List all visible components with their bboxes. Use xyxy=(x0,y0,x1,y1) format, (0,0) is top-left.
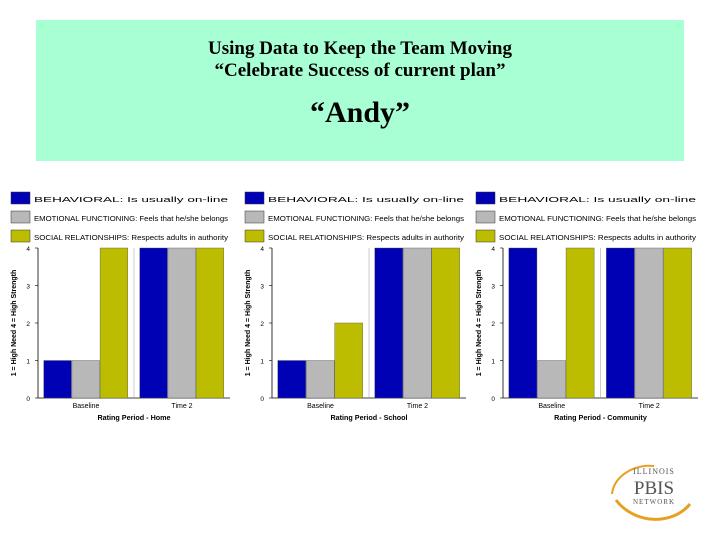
legend-swatch xyxy=(244,229,265,243)
bar xyxy=(306,360,335,399)
bar xyxy=(565,247,595,399)
bar xyxy=(508,247,538,399)
y-tick-label: 1 xyxy=(26,359,30,366)
chart-home: BEHAVIORAL: Is usually on-line EMOTIONAL … xyxy=(8,186,232,426)
bar xyxy=(139,247,168,399)
legend-label: SOCIAL RELATIONSHIPS: Respects adults in… xyxy=(268,233,464,242)
slide-title: Using Data to Keep the Team Moving xyxy=(208,38,512,59)
y-tick-label: 3 xyxy=(491,284,495,291)
y-tick-label: 4 xyxy=(491,246,495,253)
slide-title-box: Using Data to Keep the Team Moving “Cele… xyxy=(36,20,684,161)
bar xyxy=(71,360,100,399)
y-tick-label: 3 xyxy=(260,284,264,291)
y-tick-label: 1 xyxy=(491,359,495,366)
legend-swatch xyxy=(10,191,31,205)
legend-label: SOCIAL RELATIONSHIPS: Respects adults in… xyxy=(499,233,696,242)
y-tick-label: 0 xyxy=(26,396,30,403)
legend-swatch xyxy=(10,229,31,243)
legend-label: EMOTIONAL FUNCTIONING: Feels that he/she… xyxy=(34,214,228,223)
x-axis-label: Rating Period - Home xyxy=(97,413,170,422)
y-axis-label: 1 = High Need 4 = High Strength xyxy=(245,270,252,377)
logo-text-network: NETWORK xyxy=(633,498,675,506)
y-tick-label: 2 xyxy=(491,321,495,328)
legend-swatch xyxy=(244,210,265,224)
bar xyxy=(334,322,363,399)
legend-label: BEHAVIORAL: Is usually on-line xyxy=(34,195,228,204)
legend-label: BEHAVIORAL: Is usually on-line xyxy=(268,195,464,204)
legend-label: EMOTIONAL FUNCTIONING: Feels that he/she… xyxy=(499,214,696,223)
bar xyxy=(374,247,403,399)
y-tick-label: 2 xyxy=(260,321,264,328)
legend-swatch xyxy=(244,191,265,205)
x-axis-label: Rating Period - Community xyxy=(554,413,647,422)
pbis-logo-graphic: ILLINOIS PBIS NETWORK xyxy=(611,464,692,521)
bar xyxy=(606,247,635,399)
bar xyxy=(431,247,460,399)
bar xyxy=(167,247,196,399)
chart-svg: BEHAVIORAL: Is usually on-line EMOTIONAL … xyxy=(8,186,232,426)
chart-community: BEHAVIORAL: Is usually on-line EMOTIONAL … xyxy=(473,186,700,426)
x-tick-label: Baseline xyxy=(73,403,100,410)
legend-label: BEHAVIORAL: Is usually on-line xyxy=(499,195,696,204)
bar xyxy=(99,247,128,399)
legend-label: SOCIAL RELATIONSHIPS: Respects adults in… xyxy=(34,233,228,242)
legend-swatch xyxy=(475,210,496,224)
legend-label: EMOTIONAL FUNCTIONING: Feels that he/she… xyxy=(268,214,464,223)
y-tick-label: 4 xyxy=(260,246,264,253)
legend-swatch xyxy=(475,229,496,243)
chart-school: BEHAVIORAL: Is usually on-line EMOTIONAL … xyxy=(242,186,468,426)
bar xyxy=(634,247,664,399)
x-tick-label: Time 2 xyxy=(639,403,660,410)
chart-svg: BEHAVIORAL: Is usually on-line EMOTIONAL … xyxy=(473,186,700,426)
y-tick-label: 0 xyxy=(491,396,495,403)
x-tick-label: Time 2 xyxy=(171,403,192,410)
x-tick-label: Time 2 xyxy=(407,403,428,410)
logo-text-pbis: PBIS xyxy=(634,478,674,499)
x-axis-label: Rating Period - School xyxy=(330,413,407,422)
y-tick-label: 1 xyxy=(260,359,264,366)
legend-swatch xyxy=(475,191,496,205)
bar xyxy=(277,360,306,399)
y-tick-label: 0 xyxy=(260,396,264,403)
logo-text-illinois: ILLINOIS xyxy=(633,467,675,476)
y-tick-label: 4 xyxy=(26,246,30,253)
y-tick-label: 2 xyxy=(26,321,30,328)
bar xyxy=(663,247,692,399)
y-tick-label: 3 xyxy=(26,284,30,291)
bar xyxy=(403,247,432,399)
legend-swatch xyxy=(10,210,31,224)
y-axis-label: 1 = High Need 4 = High Strength xyxy=(11,270,18,377)
illinois-pbis-logo: ILLINOIS PBIS NETWORK xyxy=(594,460,694,526)
x-tick-label: Baseline xyxy=(307,403,334,410)
bar xyxy=(195,247,224,399)
slide-subtitle: “Celebrate Success of current plan” xyxy=(214,60,506,81)
chart-svg: BEHAVIORAL: Is usually on-line EMOTIONAL … xyxy=(242,186,468,426)
bar xyxy=(43,360,72,399)
y-axis-label: 1 = High Need 4 = High Strength xyxy=(476,270,483,377)
bar xyxy=(537,360,566,399)
slide-student-name: “Andy” xyxy=(309,96,411,129)
x-tick-label: Baseline xyxy=(538,403,565,410)
